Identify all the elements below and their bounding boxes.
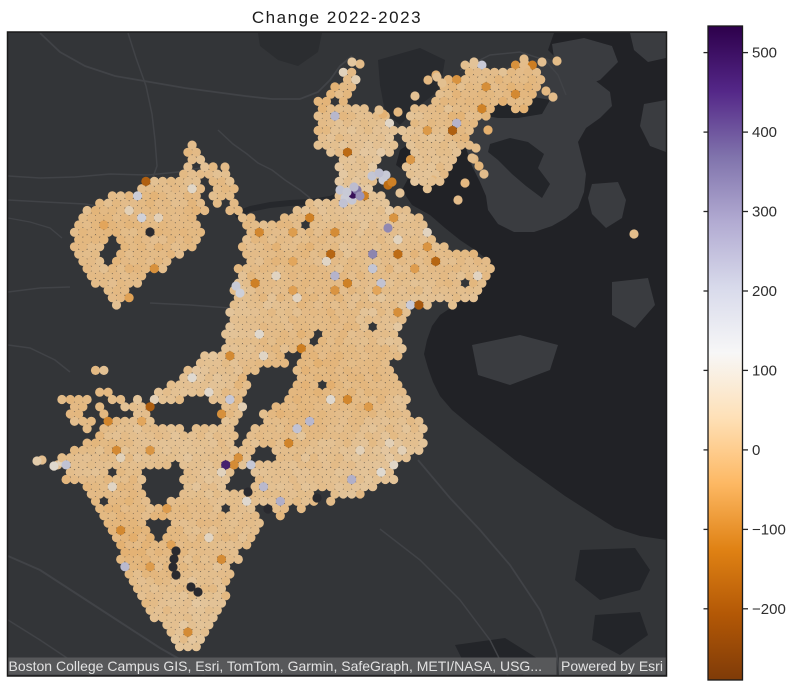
svg-text:Powered by Esri: Powered by Esri bbox=[561, 658, 663, 674]
svg-text:−100: −100 bbox=[752, 521, 786, 538]
svg-text:Boston College Campus GIS, Esr: Boston College Campus GIS, Esri, TomTom,… bbox=[9, 658, 542, 674]
svg-text:Change 2022-2023: Change 2022-2023 bbox=[252, 8, 422, 27]
svg-text:100: 100 bbox=[752, 362, 777, 379]
svg-text:0: 0 bbox=[752, 442, 760, 459]
svg-text:200: 200 bbox=[752, 283, 777, 300]
svg-text:500: 500 bbox=[752, 45, 777, 62]
svg-text:400: 400 bbox=[752, 124, 777, 141]
svg-text:300: 300 bbox=[752, 204, 777, 221]
svg-text:−200: −200 bbox=[752, 601, 786, 618]
